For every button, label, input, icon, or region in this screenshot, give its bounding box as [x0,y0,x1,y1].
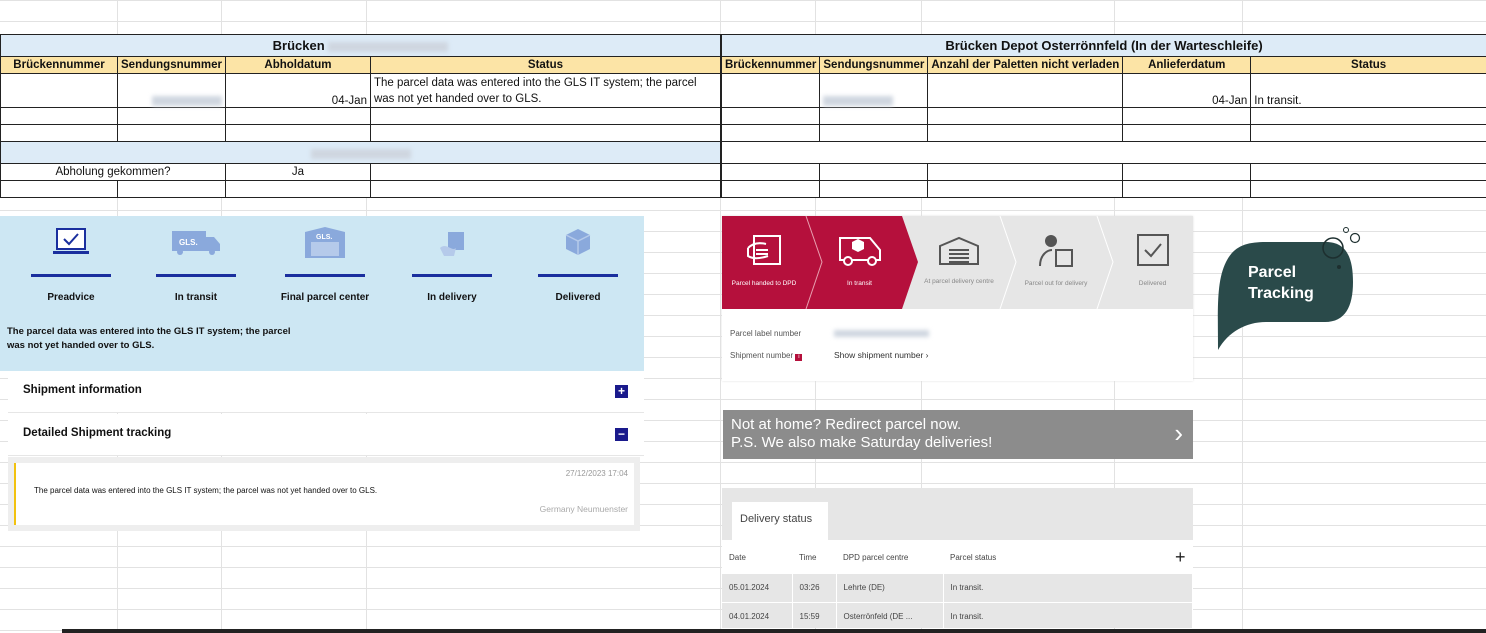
gls-sheet-table: Brücken Brückennummer Sendungsnummer Abhol… [0,34,722,198]
cell[interactable]: The parcel data was entered into the GLS… [369,73,722,108]
dpd-sheet-table: Brücken Depot Osterrönnfeld (In der Wart… [720,34,1486,198]
cell[interactable]: Abholung gekommen? [0,163,226,181]
dpd-step-out-for-delivery: Parcel out for delivery [1014,216,1098,309]
cell[interactable] [0,124,118,142]
gls-step-in-delivery: In delivery [402,216,502,303]
svg-text:GLS.: GLS. [179,238,198,247]
cell[interactable] [117,124,226,142]
cell[interactable] [369,163,722,181]
cell[interactable] [224,107,371,125]
col-header[interactable]: Anlieferdatum [1122,56,1252,74]
cell[interactable] [0,73,118,108]
col-header[interactable]: Status [369,56,722,74]
parcel-tracking-badge: Parcel Tracking [1216,222,1366,354]
chevron-right-icon: › [925,350,929,360]
cell[interactable] [0,107,118,125]
dpd-step-at-centre: At parcel delivery centre [918,216,1000,309]
detailed-tracking-accordion[interactable]: Detailed Shipment tracking − [8,414,644,456]
cell[interactable] [369,107,722,125]
tab-delivery-status[interactable]: Delivery status [732,502,828,540]
warehouse-icon: GLS. [275,222,375,262]
col-header[interactable]: Anzahl der Paletten nicht verladen [927,56,1124,74]
table-row: 05.01.2024 03:26 Lehrte (DE) In transit. [722,574,1193,603]
dpd-step-in-transit: In transit [812,216,907,309]
cell[interactable]: Ja [224,163,371,181]
cell[interactable] [224,124,371,142]
sheet-title: Brücken [272,38,325,53]
hand-parcel-icon [747,235,781,265]
checkbox-icon [1137,234,1169,266]
divider [62,629,1486,633]
chevron-right-icon: › [1174,418,1183,448]
table-row: 04.01.2024 15:59 Osterrönfeld (DE ... In tr… [722,602,1193,631]
gls-step-delivered: Delivered [528,216,628,303]
cell[interactable] [117,107,226,125]
depot-icon [939,236,979,265]
cell[interactable] [369,124,722,142]
cell[interactable] [927,73,1124,108]
cell[interactable] [117,180,226,198]
cell[interactable] [117,73,226,108]
laptop-check-icon [21,222,121,262]
plus-icon[interactable]: + [615,385,628,398]
dpd-step-handed: Parcel handed to DPD [722,216,806,309]
truck-icon: GLS. [146,222,246,262]
show-shipment-number-link[interactable]: Show shipment number › [834,350,929,360]
sheet-title: Brücken Depot Osterrönnfeld (In der Wart… [721,34,1486,57]
col-header[interactable]: Brückennummer [0,56,118,74]
dpd-step-delivered: Delivered [1112,216,1193,309]
cell[interactable]: 04-Jan [224,73,371,108]
speech-bubble-icon [1217,227,1361,350]
cell[interactable] [369,180,722,198]
hand-parcel-icon [402,222,502,262]
info-icon[interactable]: i [795,354,803,361]
col-header[interactable]: Sendungsnummer [819,56,929,74]
section-title [0,141,721,164]
dpd-tracking-panel: Parcel handed to DPD In transit At parce… [722,216,1193,381]
col-header[interactable]: Brückennummer [720,56,821,74]
redacted-text [328,41,449,52]
gls-step-final-parcel-center: GLS. Final parcel center [275,216,375,303]
svg-text:GLS.: GLS. [316,234,332,241]
cell[interactable] [720,73,821,108]
gls-step-preadvice: Preadvice [21,216,121,303]
gls-status-message: The parcel data was entered into the GLS… [7,326,291,351]
redirect-parcel-banner[interactable]: Not at home? Redirect parcel now. P.S. We… [723,410,1193,459]
cell[interactable]: In transit. [1250,73,1486,108]
tracking-event: 27/12/2023 17:04 The parcel data was ent… [8,457,640,531]
col-header[interactable]: Abholdatum [224,56,371,74]
box-icon [528,222,628,262]
redacted-text [834,330,929,337]
plus-icon[interactable]: + [1120,540,1193,574]
delivery-status-table: Date Time DPD parcel centre Parcel status + … [722,540,1193,631]
col-header[interactable]: Sendungsnummer [117,56,226,74]
gls-tracking-panel: Preadvice GLS. In transit GLS. Final parce… [0,216,644,371]
delivery-status-section: Delivery status Date Time DPD parcel centr… [722,488,1193,631]
cell[interactable]: 04-Jan [1122,73,1252,108]
cell[interactable] [0,180,118,198]
courier-icon [1039,235,1073,267]
cell[interactable] [224,180,371,198]
col-header[interactable]: Status [1250,56,1486,74]
cell[interactable] [819,73,929,108]
gls-step-in-transit: GLS. In transit [146,216,246,303]
shipment-information-accordion[interactable]: Shipment information + [8,371,644,413]
minus-icon[interactable]: − [615,428,628,441]
van-icon [839,237,881,266]
